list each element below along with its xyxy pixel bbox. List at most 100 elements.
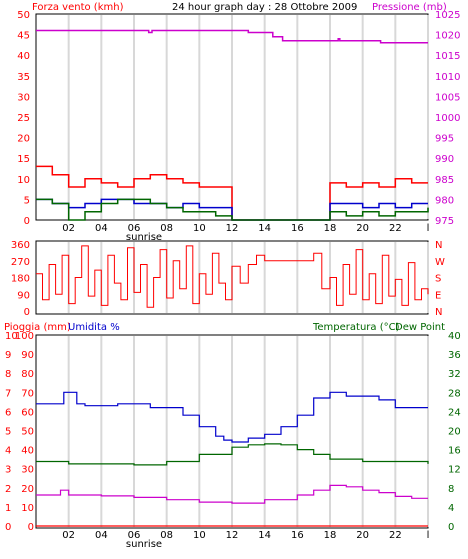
pressure-tick-label: 1015 [435, 51, 460, 62]
hour-tick-label: 12 [226, 223, 239, 234]
hour-tick-label: 04 [95, 223, 108, 234]
wind-tick-label: 45 [17, 31, 30, 42]
hour-tick-label: 06 [128, 530, 141, 541]
rain-tick-label: 4 [5, 446, 11, 457]
hour-tick-label: 20 [356, 223, 369, 234]
wind-tick-label: 50 [17, 10, 30, 21]
wind-tick-label: 0 [24, 216, 30, 227]
wind-tick-label: 5 [24, 195, 30, 206]
hour-end-label: l [427, 223, 430, 234]
rain-tick-label: 8 [5, 369, 11, 380]
hour-tick-label: 22 [389, 223, 402, 234]
pressure-tick-label: 985 [435, 175, 454, 186]
humidity-tick-label: 90 [21, 350, 34, 361]
hour-tick-label: 18 [324, 223, 337, 234]
wind-tick-label: 25 [17, 113, 30, 124]
dewpoint-axis-label: Dew Point [395, 322, 445, 333]
temperature-tick-label: 20 [448, 427, 461, 438]
compass-label: S [435, 274, 441, 285]
direction-tick-label: 0 [24, 307, 30, 318]
rain-tick-label: 5 [5, 427, 11, 438]
direction-tick-label: 90 [17, 290, 30, 301]
hour-tick-label: 16 [291, 530, 304, 541]
hour-tick-label: 10 [193, 530, 206, 541]
hour-tick-label: 04 [95, 530, 108, 541]
pressure-tick-label: 995 [435, 134, 454, 145]
hour-tick-label: 20 [356, 530, 369, 541]
rain-tick-label: 3 [5, 465, 11, 476]
wind-tick-label: 40 [17, 51, 30, 62]
rain-tick-label: 10 [5, 331, 18, 342]
hour-tick-label: 14 [258, 530, 271, 541]
pressure-tick-label: 1010 [435, 72, 460, 83]
compass-label: E [435, 290, 441, 301]
rain-tick-label: 0 [5, 522, 11, 533]
hour-tick-label: 14 [258, 223, 271, 234]
wind-gust-line [36, 165, 428, 221]
rain-axis-label: Pioggia (mm) [4, 322, 71, 333]
temperature-tick-label: 0 [448, 522, 454, 533]
humidity-tick-label: 20 [21, 484, 34, 495]
pressure-axis-label: Pressione (mb) [372, 2, 447, 13]
temperature-tick-label: 8 [448, 484, 454, 495]
wind-pressure-panel: 0510152025303540455097598098599099510001… [17, 10, 460, 243]
wind-direction-line [36, 245, 429, 308]
temperature-line [36, 443, 429, 466]
pressure-tick-label: 1025 [435, 10, 460, 21]
direction-tick-label: 270 [11, 257, 30, 268]
pressure-tick-label: 990 [435, 154, 454, 165]
sunrise-label: sunrise [126, 539, 162, 550]
wind-tick-label: 15 [17, 154, 30, 165]
temperature-tick-label: 16 [448, 446, 461, 457]
hour-tick-label: 02 [62, 223, 75, 234]
humidity-tick-label: 60 [21, 407, 34, 418]
wind-speed-line [36, 198, 428, 221]
rain-tick-label: 1 [5, 503, 11, 514]
rain-tick-label: 2 [5, 484, 11, 495]
temperature-tick-label: 4 [448, 503, 454, 514]
temperature-tick-label: 28 [448, 388, 461, 399]
wind-avg-line [36, 198, 429, 221]
humidity-tick-label: 50 [21, 427, 34, 438]
hour-tick-label: 06 [128, 223, 141, 234]
sunrise-label: sunrise [126, 232, 162, 243]
pressure-tick-label: 975 [435, 216, 454, 227]
hour-tick-label: 12 [226, 530, 239, 541]
humidity-tick-label: 0 [28, 522, 34, 533]
hour-tick-label: 16 [291, 223, 304, 234]
hour-tick-label: 18 [324, 530, 337, 541]
wind-tick-label: 10 [17, 175, 30, 186]
compass-label: N [435, 240, 442, 251]
rain-tick-label: 6 [5, 407, 11, 418]
humidity-line [36, 391, 428, 443]
hour-tick-label: 22 [389, 530, 402, 541]
wind-tick-label: 20 [17, 134, 30, 145]
temperature-tick-label: 36 [448, 350, 461, 361]
humidity-tick-label: 80 [21, 369, 34, 380]
humidity-tick-label: 70 [21, 388, 34, 399]
temperature-tick-label: 24 [448, 407, 461, 418]
wind-tick-label: 35 [17, 72, 30, 83]
hour-end-label: l [427, 530, 430, 541]
hour-tick-label: 02 [62, 530, 75, 541]
pressure-tick-label: 1005 [435, 92, 460, 103]
direction-tick-label: 360 [11, 240, 30, 251]
chart-title: 24 hour graph day : 28 Ottobre 2009 [172, 2, 357, 13]
compass-label: W [435, 257, 445, 268]
pressure-line [36, 29, 428, 44]
rain-humidity-temp-panel: 0123456789100102030405060708090100048121… [5, 331, 461, 550]
pressure-tick-label: 1020 [435, 31, 460, 42]
wind-axis-label: Forza vento (kmh) [32, 2, 124, 13]
temperature-tick-label: 32 [448, 369, 461, 380]
compass-label: N [435, 307, 442, 318]
rain-tick-label: 7 [5, 388, 11, 399]
pressure-tick-label: 1000 [435, 113, 460, 124]
hour-tick-label: 10 [193, 223, 206, 234]
humidity-axis-label: Umidita % [68, 322, 120, 333]
humidity-tick-label: 40 [21, 446, 34, 457]
humidity-tick-label: 10 [21, 503, 34, 514]
hour-tick-label: 08 [160, 223, 173, 234]
direction-tick-label: 180 [11, 274, 30, 285]
